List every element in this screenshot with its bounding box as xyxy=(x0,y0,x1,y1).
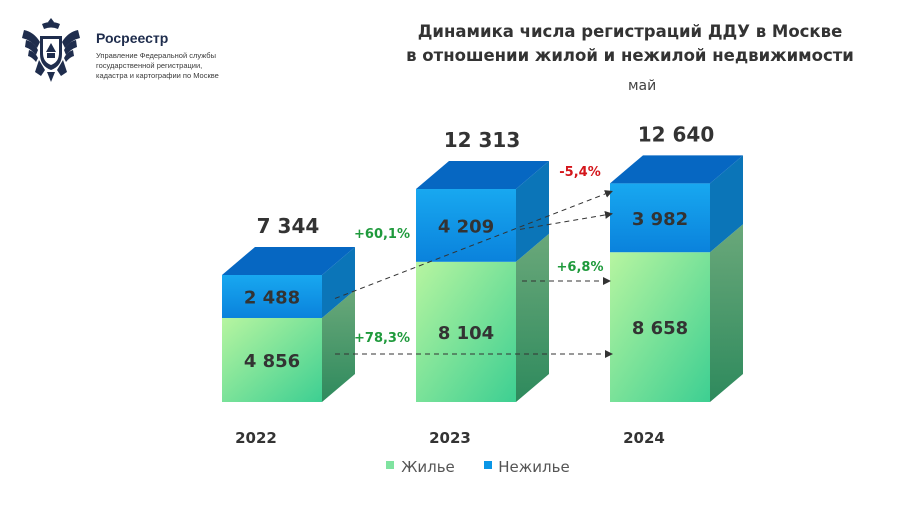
rosreestr-eagle-logo xyxy=(22,18,80,82)
legend-swatch-nonresidential xyxy=(484,461,492,469)
chart-title-line-2: в отношении жилой и нежилой недвижимости xyxy=(406,46,854,65)
bar-side-nonresidential-2024 xyxy=(710,155,743,253)
bar-side-nonresidential-2022 xyxy=(322,246,355,318)
bar-nonresidential-2024 xyxy=(610,183,710,253)
change-label-3: -5,4% xyxy=(559,165,600,180)
change-arrow-3 xyxy=(519,211,613,230)
org-name: Росреестр xyxy=(96,30,169,46)
legend-swatch-residential xyxy=(386,461,394,469)
x-tick-2023: 2023 xyxy=(429,429,471,447)
bar-side-residential-2024 xyxy=(710,224,743,402)
x-tick-2024: 2024 xyxy=(623,429,665,447)
bar-residential-2023 xyxy=(416,261,516,402)
total-label-2023: 12 313 xyxy=(444,128,521,152)
org-line-3: кадастра и картографии по Москве xyxy=(96,71,219,80)
chart-title-line-1: Динамика числа регистраций ДДУ в Москве xyxy=(417,22,843,41)
x-tick-2022: 2022 xyxy=(235,429,277,447)
org-line-2: государственной регистрации, xyxy=(96,61,203,70)
legend-label-residential: Жилье xyxy=(401,458,455,476)
bar-top-2023 xyxy=(416,160,549,189)
data-label-residential-2022: 4 856 xyxy=(244,351,300,372)
bar-top-2022 xyxy=(222,246,355,275)
data-label-nonresidential-2022: 2 488 xyxy=(244,287,300,308)
change-label-2: +78,3% xyxy=(354,331,410,346)
chart-title: Динамика числа регистраций ДДУ в Москве … xyxy=(365,20,895,68)
bar-side-residential-2023 xyxy=(516,233,549,402)
data-label-residential-2024: 8 658 xyxy=(632,318,688,339)
bar-top-2024 xyxy=(610,155,743,184)
bar-nonresidential-2023 xyxy=(416,188,516,262)
data-label-nonresidential-2023: 4 209 xyxy=(438,216,494,237)
chart-subtitle: май xyxy=(628,78,657,94)
bar-residential-2022 xyxy=(222,317,322,402)
change-arrow-1 xyxy=(334,190,613,299)
bar-residential-2024 xyxy=(610,252,710,402)
bar-nonresidential-2022 xyxy=(222,274,322,318)
legend-label-nonresidential: Нежилье xyxy=(498,458,569,476)
total-label-2022: 7 344 xyxy=(257,214,320,238)
total-label-2024: 12 640 xyxy=(638,122,715,146)
change-label-4: +6,8% xyxy=(557,260,604,275)
data-label-residential-2023: 8 104 xyxy=(438,323,494,344)
change-label-1: +60,1% xyxy=(354,227,410,242)
org-line-1: Управление Федеральной службы xyxy=(96,51,216,60)
bar-side-residential-2022 xyxy=(322,289,355,402)
bar-side-nonresidential-2023 xyxy=(516,160,549,262)
data-label-nonresidential-2024: 3 982 xyxy=(632,209,688,230)
